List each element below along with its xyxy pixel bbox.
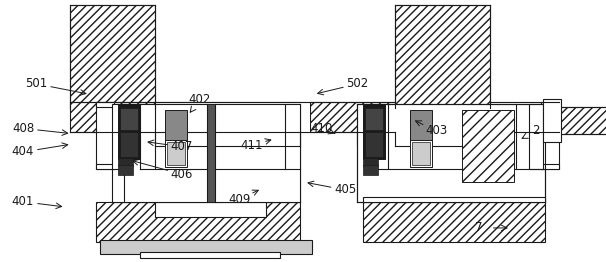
- Bar: [395, 5, 490, 108]
- Bar: [96, 164, 114, 169]
- Bar: [412, 142, 430, 165]
- Bar: [100, 240, 312, 254]
- Bar: [363, 200, 545, 242]
- Text: 501: 501: [25, 77, 47, 90]
- Text: 407: 407: [171, 140, 193, 153]
- Text: 502: 502: [347, 77, 368, 90]
- Bar: [363, 158, 378, 166]
- Text: 2: 2: [533, 124, 540, 138]
- Bar: [120, 132, 138, 157]
- Text: 406: 406: [171, 168, 193, 181]
- Bar: [124, 104, 300, 202]
- Bar: [363, 197, 545, 202]
- Bar: [410, 140, 432, 167]
- Bar: [118, 165, 133, 175]
- Bar: [70, 102, 300, 132]
- Text: 410: 410: [310, 122, 332, 135]
- Bar: [118, 158, 133, 166]
- Text: 411: 411: [240, 139, 263, 152]
- Bar: [462, 110, 514, 182]
- Text: 403: 403: [425, 124, 447, 138]
- Bar: [529, 104, 543, 169]
- Bar: [70, 5, 155, 108]
- Text: 404: 404: [12, 145, 34, 159]
- Bar: [120, 108, 138, 130]
- Bar: [541, 104, 559, 169]
- Bar: [559, 107, 606, 134]
- Bar: [112, 104, 300, 202]
- Bar: [207, 104, 215, 202]
- Bar: [118, 104, 140, 159]
- Bar: [363, 165, 378, 175]
- Bar: [410, 110, 432, 142]
- Bar: [357, 104, 545, 202]
- Bar: [140, 252, 280, 258]
- Bar: [165, 140, 187, 167]
- Text: 405: 405: [335, 183, 356, 196]
- Bar: [165, 110, 187, 142]
- Bar: [363, 104, 385, 159]
- Bar: [96, 102, 114, 107]
- Bar: [96, 104, 114, 169]
- Bar: [365, 108, 383, 130]
- Bar: [112, 128, 290, 146]
- Bar: [112, 104, 124, 169]
- Text: 409: 409: [228, 193, 250, 206]
- Bar: [543, 99, 561, 142]
- Text: 408: 408: [12, 122, 34, 135]
- Bar: [155, 102, 310, 132]
- Bar: [365, 132, 383, 157]
- Bar: [167, 142, 185, 165]
- Bar: [541, 164, 559, 169]
- Bar: [310, 102, 490, 132]
- Bar: [541, 102, 559, 107]
- Text: 402: 402: [189, 93, 211, 106]
- Text: 401: 401: [12, 195, 34, 208]
- Text: 7: 7: [475, 221, 482, 234]
- Bar: [357, 128, 405, 146]
- Polygon shape: [96, 202, 300, 242]
